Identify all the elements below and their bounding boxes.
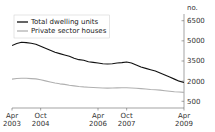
y-tick-label: 5000 bbox=[187, 37, 205, 45]
x-tick-label-line: 2004 bbox=[32, 120, 50, 128]
legend-swatch bbox=[17, 21, 28, 22]
x-tick-label-line: 2007 bbox=[118, 120, 136, 128]
legend-label: Total dwelling units bbox=[30, 18, 99, 26]
x-tick-label-line: Apr bbox=[178, 112, 190, 120]
y-tick-label: 500 bbox=[187, 98, 200, 106]
x-tick-label-line: 2009 bbox=[175, 120, 193, 128]
legend-swatch bbox=[17, 30, 28, 31]
y-tick bbox=[182, 20, 185, 21]
x-tick-label-line: Oct bbox=[35, 112, 47, 120]
x-tick bbox=[184, 108, 185, 111]
series-line bbox=[12, 42, 184, 82]
legend-label: Private sector houses bbox=[31, 27, 107, 35]
x-tick bbox=[40, 108, 41, 111]
y-tick-label: 3500 bbox=[187, 57, 205, 65]
x-tick-label: Oct2004 bbox=[32, 112, 50, 128]
y-tick-label: 6500 bbox=[187, 17, 205, 25]
x-tick bbox=[126, 108, 127, 111]
x-tick-label-line: 2006 bbox=[89, 120, 107, 128]
legend-box bbox=[14, 15, 109, 38]
x-tick-label: Apr2003 bbox=[3, 112, 21, 128]
x-tick-label-line: Apr bbox=[6, 112, 18, 120]
x-tick-label-line: Oct bbox=[121, 112, 133, 120]
plot-area bbox=[12, 42, 184, 92]
series-line bbox=[12, 78, 184, 92]
x-tick bbox=[12, 108, 13, 111]
y-tick bbox=[182, 61, 185, 62]
x-tick-label-line: 2003 bbox=[3, 120, 21, 128]
x-tick-label: Oct2007 bbox=[118, 112, 136, 128]
x-tick bbox=[98, 108, 99, 111]
legend: Total dwelling unitsPrivate sector house… bbox=[14, 15, 109, 38]
y-tick bbox=[182, 101, 185, 102]
chart: 5002000350050006500no.Apr2003Oct2004Apr2… bbox=[0, 0, 215, 132]
x-tick-label-line: Apr bbox=[92, 112, 104, 120]
y-axis-label: no. bbox=[187, 4, 198, 12]
x-tick-label: Apr2009 bbox=[175, 112, 193, 128]
y-tick-label: 2000 bbox=[187, 78, 205, 86]
x-tick-label: Apr2006 bbox=[89, 112, 107, 128]
y-tick bbox=[182, 40, 185, 41]
